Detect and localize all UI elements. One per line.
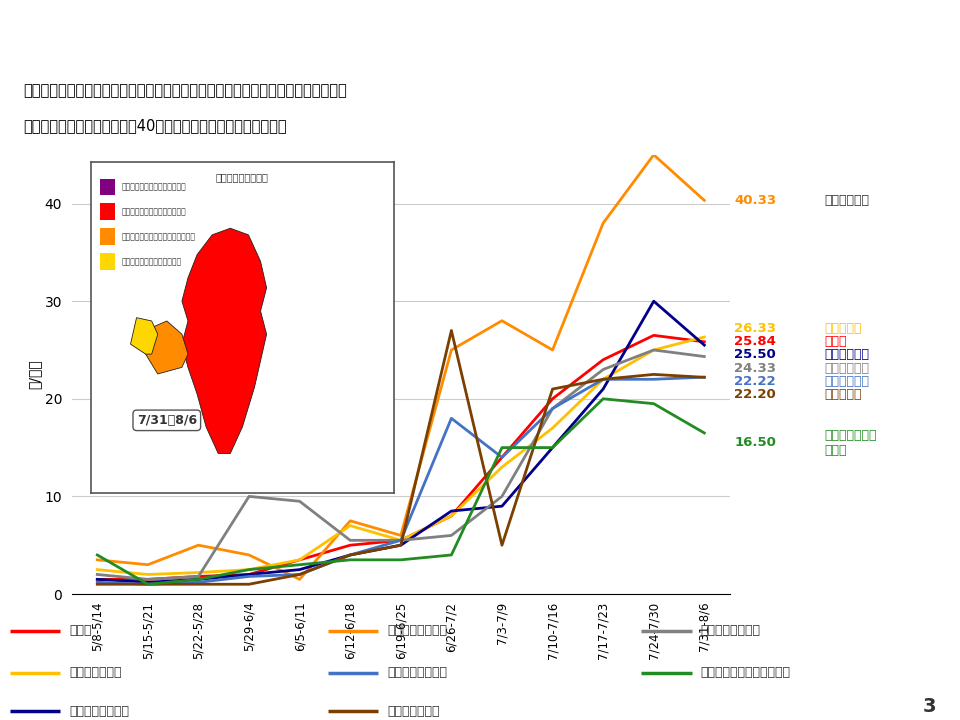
Text: 25.84: 25.84 xyxy=(734,336,776,348)
Text: 都城・北諸県圈域: 都城・北諸県圈域 xyxy=(69,705,130,718)
Y-axis label: 人/定点: 人/定点 xyxy=(28,359,42,390)
Text: 7/31～8/6: 7/31～8/6 xyxy=(136,414,197,427)
Text: 紫（定点当たりの報告数５０）: 紫（定点当たりの報告数５０） xyxy=(121,182,186,192)
Text: （圈域別）定点当たりの報告数: （圈域別）定点当たりの報告数 xyxy=(357,20,603,48)
Text: 延岡・西臼束圈域: 延岡・西臼束圈域 xyxy=(388,624,447,637)
Bar xyxy=(100,179,115,195)
Text: 16.50: 16.50 xyxy=(734,436,776,449)
Text: 【感染状況の区分】: 【感染状況の区分】 xyxy=(216,172,269,182)
Text: 22.20: 22.20 xyxy=(734,388,776,401)
Text: 西都・児湯: 西都・児湯 xyxy=(825,322,862,335)
Text: 3: 3 xyxy=(923,698,936,716)
Text: 小林・えびの・
西諸県: 小林・えびの・ 西諸県 xyxy=(825,428,876,456)
Text: 橙ノジ（定点当たりの報告数１０）: 橙ノジ（定点当たりの報告数１０） xyxy=(121,232,196,241)
Bar xyxy=(100,204,115,220)
Text: 26.33: 26.33 xyxy=(734,322,776,335)
Bar xyxy=(100,228,115,245)
Text: 都城・北諸県: 都城・北諸県 xyxy=(825,348,870,361)
Text: 25.50: 25.50 xyxy=(734,348,776,361)
Text: 宮崎・東諸県圈域: 宮崎・東諸県圈域 xyxy=(388,666,447,679)
Text: 西都・児湯圈域: 西都・児湯圈域 xyxy=(69,666,122,679)
Text: 赤（定点当たりの報告数２０）: 赤（定点当たりの報告数２０） xyxy=(121,207,186,216)
Text: 県全体: 県全体 xyxy=(69,624,92,637)
Polygon shape xyxy=(182,228,267,454)
Text: 24.33: 24.33 xyxy=(734,362,776,375)
Text: 宮崎・東諸県: 宮崎・東諸県 xyxy=(825,374,870,388)
Text: ・特に、延岡・西臼束圈域は40を超える極めて高い水準にある。: ・特に、延岡・西臼束圈域は40を超える極めて高い水準にある。 xyxy=(24,118,287,133)
Text: 県全体: 県全体 xyxy=(825,336,847,348)
Text: 40.33: 40.33 xyxy=(734,194,777,207)
Text: 小林・えびの・西諸県圈域: 小林・えびの・西諸県圈域 xyxy=(701,666,791,679)
Text: ・小林・えびの・西諸県圈域を除くすべての圈域が引き続き赤区分となっている。: ・小林・えびの・西諸県圈域を除くすべての圈域が引き続き赤区分となっている。 xyxy=(24,84,348,99)
Text: 延岡・西臼束: 延岡・西臼束 xyxy=(825,194,870,207)
Text: 日南・串間圈域: 日南・串間圈域 xyxy=(388,705,440,718)
Polygon shape xyxy=(146,321,188,374)
Text: 日向・東臼束: 日向・東臼束 xyxy=(825,362,870,375)
Text: 日南・串間: 日南・串間 xyxy=(825,388,862,401)
Text: 黄（定点当たりの報告数５）: 黄（定点当たりの報告数５） xyxy=(121,257,181,266)
Polygon shape xyxy=(131,318,157,354)
Text: 日向・東臼束圈域: 日向・東臼束圈域 xyxy=(701,624,760,637)
Text: 22.22: 22.22 xyxy=(734,374,776,388)
Bar xyxy=(100,253,115,269)
